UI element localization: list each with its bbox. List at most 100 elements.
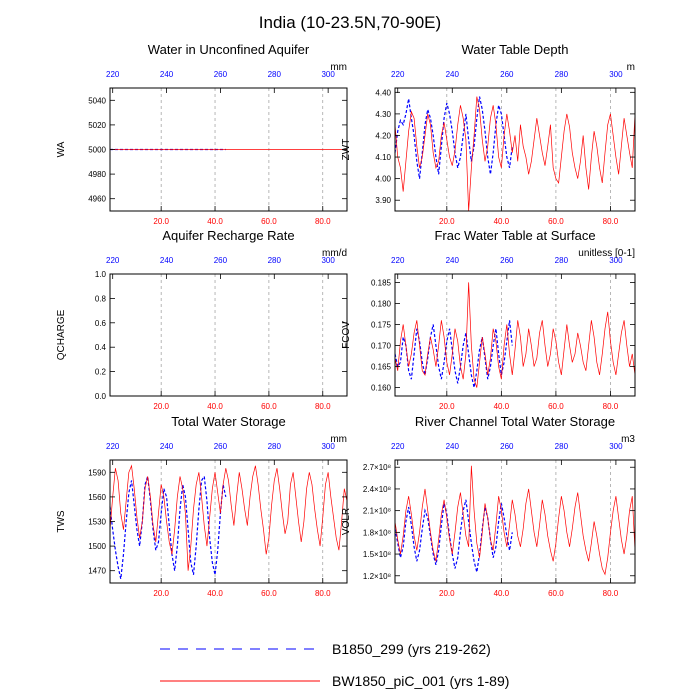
- panel-title: Total Water Storage: [171, 414, 285, 429]
- x-tick-label-top: 260: [500, 256, 514, 265]
- x-tick-label-bottom: 20.0: [439, 589, 455, 598]
- y-tick-label: 4.00: [375, 175, 391, 184]
- x-tick-label-bottom: 40.0: [494, 589, 510, 598]
- y-tick-label: 0.160: [371, 384, 392, 393]
- x-tick-label-top: 240: [446, 70, 460, 79]
- y-axis-label: ZWT: [341, 139, 352, 161]
- y-tick-label: 4.10: [375, 153, 391, 162]
- panel-title: River Channel Total Water Storage: [415, 414, 615, 429]
- plot-frame: [394, 273, 636, 397]
- y-tick-label: 5020: [88, 121, 106, 130]
- panel-title: Water in Unconfined Aquifer: [148, 42, 310, 57]
- panel-title: Frac Water Table at Surface: [434, 228, 595, 243]
- y-tick-label: 0.2: [95, 368, 107, 377]
- x-tick-label-top: 300: [609, 442, 623, 451]
- y-tick-label: 0.4: [95, 343, 107, 352]
- y-tick-label: 1560: [88, 493, 106, 502]
- panel-3: Frac Water Table at Surface unitless [0-1…: [341, 228, 636, 411]
- x-tick-label-top: 240: [160, 256, 174, 265]
- panel-units: mm: [330, 62, 347, 73]
- x-tick-label-bottom: 40.0: [494, 217, 510, 226]
- y-tick-label: 2.1×10⁸: [363, 507, 391, 516]
- legend-label-bw1850: BW1850_piC_001 (yrs 1-89): [332, 673, 509, 689]
- y-tick-label: 4.30: [375, 110, 391, 119]
- y-tick-label: 1590: [88, 468, 106, 477]
- x-tick-label-top: 220: [106, 442, 120, 451]
- y-axis-label: WA: [56, 141, 67, 157]
- y-tick-label: 4960: [88, 195, 106, 204]
- x-tick-label-top: 220: [106, 256, 120, 265]
- x-tick-label-bottom: 60.0: [548, 217, 564, 226]
- y-tick-label: 1500: [88, 542, 106, 551]
- panel-1: Water Table Depth m ZWT 3.90 4.00 4.10 4.20 4.3…: [341, 42, 636, 226]
- x-tick-label-top: 240: [160, 70, 174, 79]
- y-tick-label: 0.165: [371, 363, 392, 372]
- y-tick-label: 0.175: [371, 320, 392, 329]
- x-tick-label-top: 260: [214, 70, 228, 79]
- y-tick-label: 2.4×10⁸: [363, 485, 391, 494]
- x-tick-label-top: 220: [391, 70, 405, 79]
- panel-units: mm/d: [322, 248, 347, 259]
- panel-title: Water Table Depth: [462, 42, 569, 57]
- y-tick-label: 4.20: [375, 131, 391, 140]
- x-tick-label-bottom: 80.0: [315, 402, 331, 411]
- plot-frame: [394, 459, 636, 584]
- y-tick-label: 1.8×10⁸: [363, 528, 391, 537]
- x-tick-label-top: 240: [446, 442, 460, 451]
- y-tick-label: 3.90: [375, 196, 391, 205]
- y-tick-label: 4980: [88, 170, 106, 179]
- plot-frame: [394, 87, 636, 212]
- y-tick-label: 1.2×10⁸: [363, 572, 391, 581]
- x-tick-label-bottom: 20.0: [439, 217, 455, 226]
- x-tick-label-top: 240: [160, 442, 174, 451]
- y-axis-label: QCHARGE: [56, 309, 67, 360]
- y-tick-label: 0.8: [95, 294, 107, 303]
- panel-4: Total Water Storage mm TWS 1470 1500 1530 1560…: [56, 414, 348, 598]
- y-tick-label: 1470: [88, 567, 106, 576]
- x-tick-label-bottom: 20.0: [439, 402, 455, 411]
- y-tick-label: 1530: [88, 518, 106, 527]
- series-line-bw1850: [394, 96, 636, 212]
- x-tick-label-bottom: 80.0: [603, 589, 619, 598]
- x-tick-label-bottom: 40.0: [207, 589, 223, 598]
- y-tick-label: 0.180: [371, 299, 392, 308]
- x-tick-label-top: 300: [321, 256, 335, 265]
- plot-frame: [109, 273, 348, 397]
- x-tick-label-bottom: 20.0: [153, 217, 169, 226]
- x-tick-label-top: 280: [268, 256, 282, 265]
- x-tick-label-top: 260: [214, 442, 228, 451]
- y-tick-label: 4.40: [375, 88, 391, 97]
- series-line-bw1850: [394, 465, 636, 576]
- y-axis-label: VOLR: [341, 508, 352, 535]
- x-tick-label-bottom: 60.0: [548, 589, 564, 598]
- panel-units: m3: [621, 434, 635, 445]
- x-tick-label-bottom: 80.0: [315, 589, 331, 598]
- legend-label-b1850: B1850_299 (yrs 219-262): [332, 641, 491, 657]
- y-tick-label: 5000: [88, 146, 106, 155]
- series-line-bw1850: [109, 464, 348, 571]
- panel-5: River Channel Total Water Storage m3 VOLR 1…: [341, 414, 636, 598]
- x-tick-label-top: 220: [391, 442, 405, 451]
- x-tick-label-bottom: 20.0: [153, 402, 169, 411]
- panel-units: m: [627, 62, 635, 73]
- y-tick-label: 1.0: [95, 270, 107, 279]
- x-tick-label-bottom: 80.0: [603, 402, 619, 411]
- panel-0: Water in Unconfined Aquifer mm WA 4960 4980 5…: [56, 42, 348, 226]
- x-tick-label-top: 220: [106, 70, 120, 79]
- y-tick-label: 2.7×10⁸: [363, 463, 391, 472]
- panel-units: unitless [0-1]: [578, 248, 635, 259]
- y-tick-label: 0.185: [371, 278, 392, 287]
- x-tick-label-top: 260: [214, 256, 228, 265]
- x-tick-label-bottom: 20.0: [153, 589, 169, 598]
- x-tick-label-top: 280: [268, 442, 282, 451]
- y-axis-label: TWS: [56, 510, 67, 533]
- series-line-b1850: [394, 499, 513, 573]
- x-tick-label-top: 240: [446, 256, 460, 265]
- plot-frame: [109, 459, 348, 584]
- panel-units: mm: [330, 434, 347, 445]
- x-tick-label-top: 300: [321, 442, 335, 451]
- x-tick-label-bottom: 80.0: [315, 217, 331, 226]
- x-tick-label-top: 300: [609, 256, 623, 265]
- x-tick-label-top: 300: [609, 70, 623, 79]
